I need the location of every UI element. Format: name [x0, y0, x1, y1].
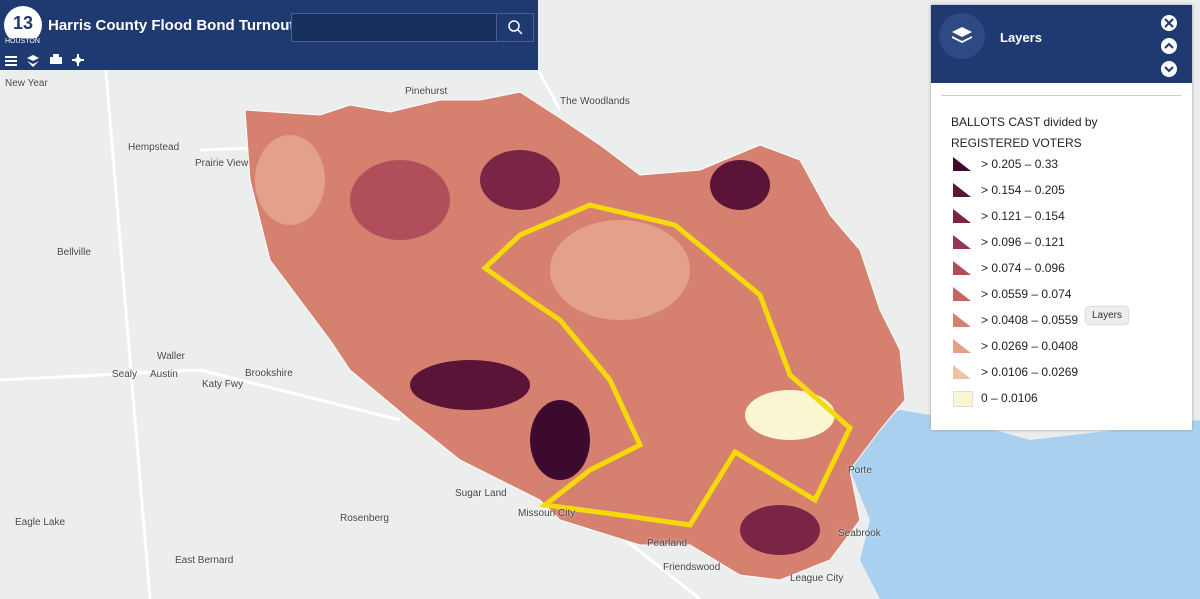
tooltip: Layers — [1086, 307, 1129, 324]
panel-header: Layers — [931, 5, 1192, 83]
legend-item: > 0.121 – 0.154 — [953, 207, 1173, 227]
tract-cluster — [530, 400, 590, 480]
place-label: The Woodlands — [560, 96, 630, 107]
legend-item: > 0.0269 – 0.0408 — [953, 337, 1173, 357]
tract-cluster — [745, 390, 835, 440]
panel-tabs[interactable] — [941, 83, 1181, 96]
legend-swatch — [953, 287, 971, 301]
legend-label: 0 – 0.0106 — [981, 391, 1038, 405]
tract-cluster — [255, 135, 325, 225]
legend-title: BALLOTS CAST divided by REGISTERED VOTER… — [951, 112, 1098, 154]
place-label: Hempstead — [128, 142, 180, 153]
legend-item: > 0.205 – 0.33 — [953, 155, 1173, 175]
legend-swatch — [953, 235, 971, 249]
tract-cluster — [740, 505, 820, 555]
search-icon — [508, 20, 523, 35]
legend-label: > 0.0269 – 0.0408 — [981, 339, 1079, 353]
panel-title: Layers — [1000, 30, 1042, 45]
tract-cluster — [480, 150, 560, 210]
legend-label: > 0.096 – 0.121 — [981, 235, 1065, 249]
legend-title-line: REGISTERED VOTERS — [951, 136, 1082, 150]
place-label: Pinehurst — [405, 86, 448, 97]
bay — [840, 410, 1200, 599]
place-label: Waller — [157, 351, 185, 362]
app-title: Harris County Flood Bond Turnout — [48, 17, 295, 34]
place-label: Bellville — [57, 247, 91, 258]
legend-swatch — [953, 365, 971, 379]
tract-cluster — [550, 220, 690, 320]
place-label: Austin — [150, 369, 178, 380]
place-label: Sealy — [112, 369, 138, 380]
legend-label: > 0.205 – 0.33 — [981, 157, 1059, 171]
tract-cluster — [350, 160, 450, 240]
logo: 13 — [4, 6, 42, 44]
legend-item: > 0.0106 – 0.0269 — [953, 363, 1173, 383]
tract-cluster — [710, 160, 770, 210]
legend-item: > 0.0408 – 0.0559 — [953, 311, 1173, 331]
place-label: Pearland — [647, 538, 688, 549]
legend-label: > 0.0106 – 0.0269 — [981, 365, 1079, 379]
logo-city: HOUSTON — [5, 38, 40, 45]
place-label: Rosenberg — [340, 513, 389, 524]
place-label: League City — [790, 573, 844, 584]
legend-swatch — [953, 209, 971, 223]
legend-item: > 0.096 – 0.121 — [953, 233, 1173, 253]
place-label: Missouri City — [518, 508, 576, 519]
legend-item: > 0.154 – 0.205 — [953, 181, 1173, 201]
legend-swatch — [953, 261, 971, 275]
boundary-outline — [481, 202, 854, 528]
place-label: East Bernard — [175, 555, 234, 566]
place-label: Prairie View — [195, 158, 249, 169]
tract-cluster — [410, 360, 530, 410]
place-label: New Year — [5, 78, 48, 89]
legend-title-line: BALLOTS CAST divided by — [951, 115, 1098, 129]
legend-label: > 0.154 – 0.205 — [981, 183, 1065, 197]
legend-label: > 0.121 – 0.154 — [981, 209, 1065, 223]
place-label: Friendswood — [663, 562, 721, 573]
place-label: Porte — [848, 465, 872, 476]
top-bar: 13 HOUSTON Harris County Flood Bond Turn… — [0, 0, 538, 70]
panel-controls[interactable] — [1159, 13, 1183, 79]
place-label: Eagle Lake — [15, 517, 66, 528]
toolbar[interactable] — [0, 50, 100, 70]
search-button[interactable] — [496, 13, 534, 42]
place-label: Seabrook — [838, 528, 881, 539]
legend-swatch — [953, 339, 971, 353]
legend-item: > 0.0559 – 0.074 — [953, 285, 1173, 305]
legend-swatch — [953, 183, 971, 197]
layers-panel: Layers BALLOTS CAST divided by REGISTERE… — [931, 5, 1192, 430]
legend-label: > 0.0559 – 0.074 — [981, 287, 1072, 301]
legend-swatch — [953, 391, 973, 407]
place-label: Sugar Land — [455, 488, 507, 499]
legend-item: > 0.074 – 0.096 — [953, 259, 1173, 279]
place-label: Katy Fwy — [202, 379, 244, 390]
place-label: Brookshire — [245, 368, 293, 379]
legend-label: > 0.074 – 0.096 — [981, 261, 1065, 275]
legend-swatch — [953, 157, 971, 171]
legend-swatch — [953, 313, 971, 327]
legend-item: 0 – 0.0106 — [953, 389, 1173, 409]
legend-label: > 0.0408 – 0.0559 — [981, 313, 1079, 327]
layers-icon — [939, 13, 985, 59]
search-input[interactable] — [291, 13, 497, 42]
